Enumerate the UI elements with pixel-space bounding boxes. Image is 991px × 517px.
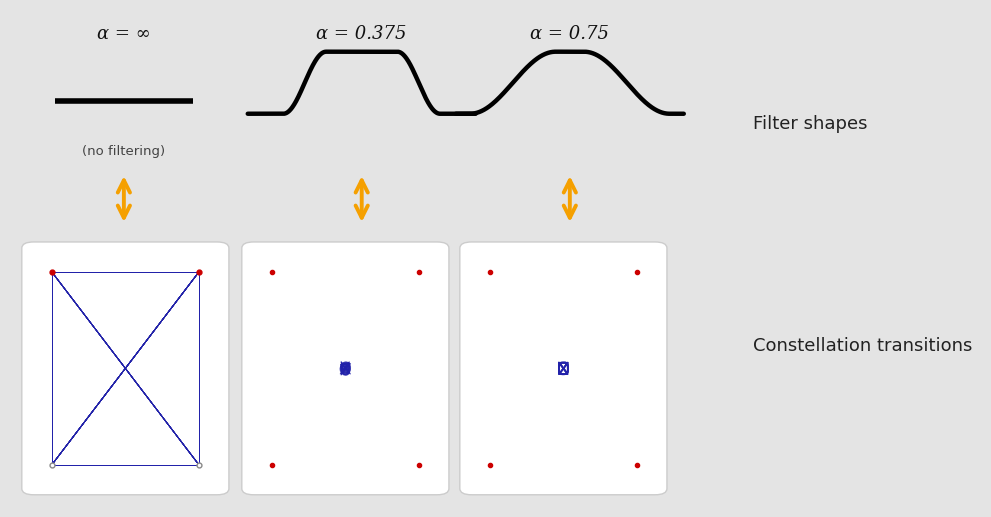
FancyBboxPatch shape — [22, 242, 229, 495]
Text: Filter shapes: Filter shapes — [753, 115, 868, 133]
FancyBboxPatch shape — [460, 242, 667, 495]
Text: α = 0.375: α = 0.375 — [316, 25, 407, 42]
Text: α = 0.75: α = 0.75 — [530, 25, 609, 42]
Text: (no filtering): (no filtering) — [82, 145, 165, 158]
FancyBboxPatch shape — [242, 242, 449, 495]
Text: α = ∞: α = ∞ — [97, 25, 151, 42]
Text: Constellation transitions: Constellation transitions — [753, 338, 972, 355]
